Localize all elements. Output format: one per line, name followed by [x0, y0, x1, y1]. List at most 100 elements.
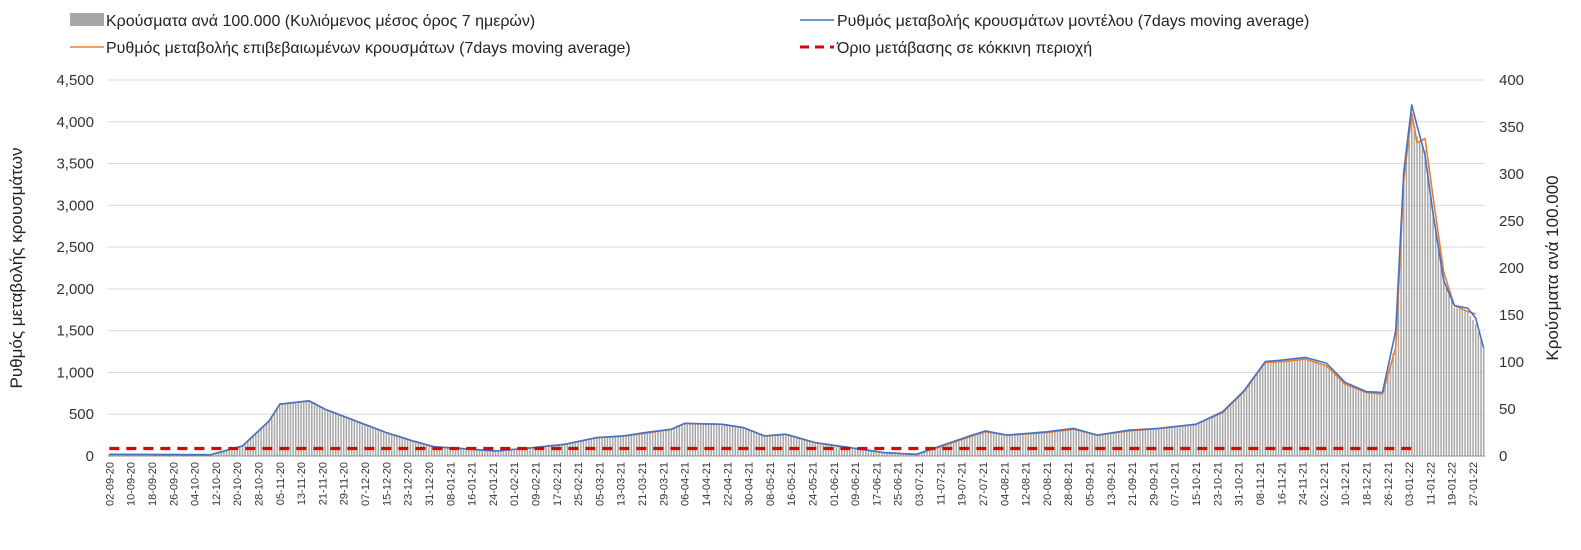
bar: [276, 408, 278, 456]
bar: [1371, 392, 1373, 456]
bar: [1331, 371, 1333, 456]
model-line: [109, 104, 1485, 456]
bar: [707, 423, 710, 456]
bar: [739, 427, 742, 456]
bar: [886, 452, 888, 456]
bar: [785, 434, 787, 456]
bar: [1200, 421, 1203, 456]
bar: [1416, 136, 1418, 456]
bar: [545, 446, 547, 456]
bar: [510, 449, 513, 456]
bar: [896, 453, 899, 456]
bar: [1429, 191, 1432, 457]
bar: [790, 435, 792, 456]
bar: [777, 435, 779, 456]
bar: [859, 448, 862, 456]
bar: [1235, 399, 1237, 456]
bar: [289, 402, 292, 456]
x-tick-label: 25-06-21: [893, 462, 905, 506]
bar: [1014, 434, 1016, 456]
bar: [763, 436, 766, 456]
bar: [468, 449, 470, 456]
bar: [1147, 429, 1149, 456]
bar: [300, 401, 302, 456]
bar: [1051, 431, 1053, 456]
bar: [1355, 388, 1357, 456]
bar: [870, 450, 872, 456]
x-tick-label: 24-05-21: [807, 462, 819, 506]
bar: [364, 424, 366, 456]
bar: [1440, 260, 1442, 456]
bar: [1360, 390, 1362, 456]
bar: [1064, 430, 1067, 456]
bar: [1480, 340, 1482, 456]
x-tick-label: 27-07-21: [978, 462, 990, 506]
bar: [486, 450, 489, 456]
bar: [1072, 429, 1075, 456]
bar: [675, 427, 678, 456]
bar: [303, 401, 305, 456]
bar: [321, 407, 324, 456]
bar: [968, 436, 971, 456]
bar: [1325, 365, 1328, 456]
bar: [348, 418, 350, 456]
x-tick-label: 29-09-21: [1148, 462, 1160, 506]
bar: [297, 401, 300, 456]
bar: [747, 429, 750, 456]
bar: [659, 431, 662, 456]
bar: [1328, 368, 1330, 456]
bar: [1381, 393, 1384, 456]
x-tick-label: 31-12-20: [424, 462, 436, 506]
bar: [1408, 139, 1410, 456]
bar: [731, 425, 734, 456]
legend-label-bars: Κρούσματα ανά 100.000 (Κυλιόμενος μέσος …: [106, 13, 535, 30]
bar: [872, 450, 875, 456]
bar: [1349, 386, 1352, 456]
bar: [699, 423, 702, 456]
bar: [787, 435, 790, 456]
bar: [697, 423, 699, 456]
bar: [715, 423, 718, 456]
bar: [761, 435, 763, 456]
bar: [1477, 332, 1480, 456]
bar: [390, 434, 393, 456]
bar: [412, 440, 414, 456]
bar: [329, 411, 332, 456]
bar: [928, 449, 931, 456]
bar: [758, 434, 760, 456]
bar: [1339, 379, 1341, 456]
bar: [441, 447, 444, 456]
bar: [324, 409, 326, 456]
bar: [1315, 362, 1317, 456]
bar: [271, 416, 273, 456]
right-tick-label: 0: [1499, 448, 1507, 465]
bar: [801, 438, 803, 456]
bar: [326, 410, 329, 456]
bar: [1466, 311, 1469, 456]
bar: [252, 435, 254, 456]
x-tick-label: 08-11-21: [1255, 462, 1267, 505]
bar: [308, 400, 310, 456]
bar: [851, 447, 854, 456]
bar: [1104, 434, 1107, 456]
bar: [457, 448, 459, 456]
x-tick-label: 14-04-21: [701, 462, 713, 506]
bar: [1267, 361, 1269, 456]
bar: [265, 423, 268, 456]
bar: [838, 445, 840, 456]
bar: [382, 431, 385, 456]
bar: [1387, 373, 1389, 456]
bar: [239, 446, 241, 456]
bar: [484, 450, 486, 456]
bar: [705, 423, 707, 456]
bar: [1203, 420, 1205, 456]
bar: [1155, 428, 1157, 456]
bar: [793, 436, 795, 456]
bar: [982, 432, 984, 456]
bar: [1030, 433, 1032, 456]
bar: [681, 424, 683, 456]
bar: [1347, 385, 1349, 456]
x-tick-label: 09-02-21: [530, 462, 542, 506]
bar: [505, 450, 507, 456]
gridlines: [108, 79, 1485, 457]
